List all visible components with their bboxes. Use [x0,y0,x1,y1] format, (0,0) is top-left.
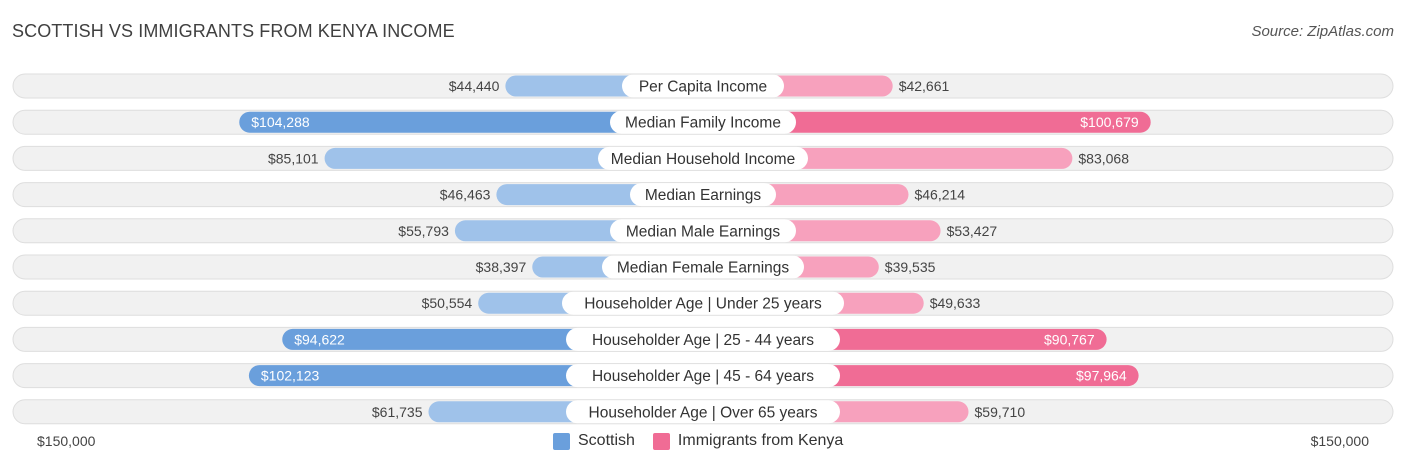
category-label: Median Household Income [611,151,795,168]
legend-swatch-scottish [553,432,570,450]
legend-label-kenya: Immigrants from Kenya [677,432,844,449]
category-pill [598,146,808,170]
legend-item-scottish: Scottish [553,432,635,450]
category-pill [566,400,840,424]
legend: Scottish Immigrants from Kenya [553,432,861,450]
value-label-kenya: $59,710 [975,404,1026,420]
category-pill [630,183,776,207]
category-pill [610,110,796,134]
value-label-scottish: $44,440 [449,78,500,94]
legend-swatch-kenya [652,432,670,450]
category-label: Householder Age | Over 65 years [589,404,818,421]
value-label-scottish: $94,622 [294,331,345,347]
value-label-kenya: $46,214 [914,187,965,203]
bar-scottish [239,111,703,133]
value-label-kenya: $53,427 [947,223,998,239]
axis-right-label: $150,000 [1310,433,1369,449]
value-label-scottish: $38,397 [476,259,527,275]
value-label-kenya: $83,068 [1078,150,1129,166]
category-label: Householder Age | Under 25 years [584,296,822,313]
category-pill [562,291,844,315]
value-label-kenya: $39,535 [885,259,936,275]
value-label-scottish: $46,463 [440,187,491,203]
value-label-scottish: $85,101 [268,150,319,166]
category-label: Per Capita Income [639,79,767,96]
category-label: Median Family Income [625,115,781,132]
value-label-kenya: $100,679 [1080,114,1139,130]
category-label: Median Earnings [645,187,762,204]
chart-svg: $44,440 $42,661 Per Capita Income $104,288 $… [12,73,1394,425]
chart-title: SCOTTISH VS IMMIGRANTS FROM KENYA INCOME [12,21,455,41]
source-label: Source: ZipAtlas.com [1251,23,1394,40]
value-label-scottish: $50,554 [422,295,473,311]
value-label-scottish: $102,123 [261,368,320,384]
value-label-scottish: $104,288 [251,114,310,130]
category-pill [566,364,840,388]
axis-left-label: $150,000 [37,433,96,449]
category-pill [622,74,784,98]
category-pill [566,327,840,351]
value-label-kenya: $90,767 [1044,331,1095,347]
category-label: Householder Age | 25 - 44 years [592,332,814,349]
legend-item-kenya: Immigrants from Kenya [652,432,844,450]
category-label: Median Male Earnings [626,223,780,240]
value-label-kenya: $49,633 [930,295,981,311]
bar-kenya [703,111,1151,133]
category-label: Median Female Earnings [617,260,790,277]
category-pill [602,255,804,279]
category-label: Householder Age | 45 - 64 years [592,368,814,385]
value-label-kenya: $97,964 [1076,368,1127,384]
value-label-scottish: $61,735 [372,404,423,420]
category-pill [610,219,796,243]
value-label-scottish: $55,793 [398,223,449,239]
legend-label-scottish: Scottish [578,432,635,449]
value-label-kenya: $42,661 [899,78,950,94]
